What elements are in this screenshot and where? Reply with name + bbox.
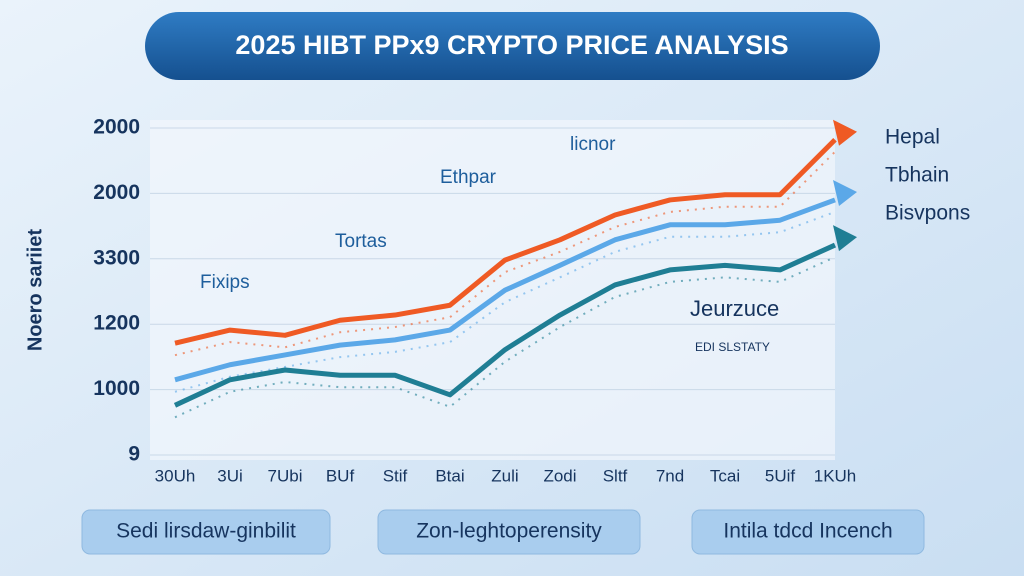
y-tick-label: 3300 — [93, 246, 140, 269]
button-label: Zon-leghtoperensity — [416, 520, 602, 543]
x-tick-label: BUf — [326, 466, 355, 485]
arrow-head — [833, 225, 857, 252]
y-tick-label: 2000 — [93, 116, 140, 139]
title-bar — [145, 12, 880, 80]
plot-area — [150, 120, 835, 460]
series-line — [174, 197, 836, 383]
x-tick-label: Btai — [435, 466, 464, 485]
y-tick-label: 1000 — [93, 377, 140, 400]
button-bg — [691, 509, 925, 555]
annotation: Ethpar — [440, 167, 497, 188]
x-tick-label: Sltf — [603, 466, 628, 485]
button-label: Intila tdcd Incench — [723, 520, 892, 543]
button-label: Sedi lirsdaw-ginbilit — [116, 520, 296, 543]
annotation: licnor — [570, 134, 616, 155]
legend-label: Tbhain — [885, 164, 949, 187]
x-tick-label: 30Uh — [155, 466, 196, 485]
x-tick-label: 7Ubi — [268, 466, 303, 485]
button[interactable]: Intila tdcd Incench — [691, 509, 925, 555]
annotation: EDI SLSTATY — [695, 340, 770, 354]
x-tick-label: Zodi — [543, 466, 576, 485]
arrow-head — [833, 179, 857, 206]
annotation: Fixips — [200, 272, 250, 293]
x-tick-label: Stif — [383, 466, 408, 485]
annotation: Tortas — [335, 231, 387, 252]
x-tick-label: 1KUh — [814, 466, 857, 485]
x-tick-label: 3Ui — [217, 466, 243, 485]
button[interactable]: Sedi lirsdaw-ginbilit — [81, 509, 331, 555]
y-tick-label: 1200 — [93, 312, 140, 335]
y-tick-label: 9 — [128, 443, 140, 466]
x-tick-label: Zuli — [491, 466, 518, 485]
annotation: Jeurzuce — [690, 296, 779, 321]
x-tick-label: 7nd — [656, 466, 684, 485]
x-tick-label: 5Uif — [765, 466, 796, 485]
y-axis-label: Noero sariiet — [24, 229, 46, 352]
button[interactable]: Zon-leghtoperensity — [377, 509, 641, 555]
y-tick-label: 2000 — [93, 181, 140, 204]
button-bg — [81, 509, 331, 555]
series-dots — [174, 211, 836, 393]
series-line — [173, 242, 837, 408]
arrow-head — [833, 119, 857, 146]
x-tick-label: Tcai — [710, 466, 740, 485]
legend-label: Bisvpons — [885, 202, 970, 225]
series-line — [174, 138, 837, 346]
button-bg — [377, 509, 641, 555]
chart-title: 2025 HIBT PPx9 CRYPTO PRICE ANALYSIS — [235, 30, 788, 60]
legend-label: Hepal — [885, 126, 940, 149]
